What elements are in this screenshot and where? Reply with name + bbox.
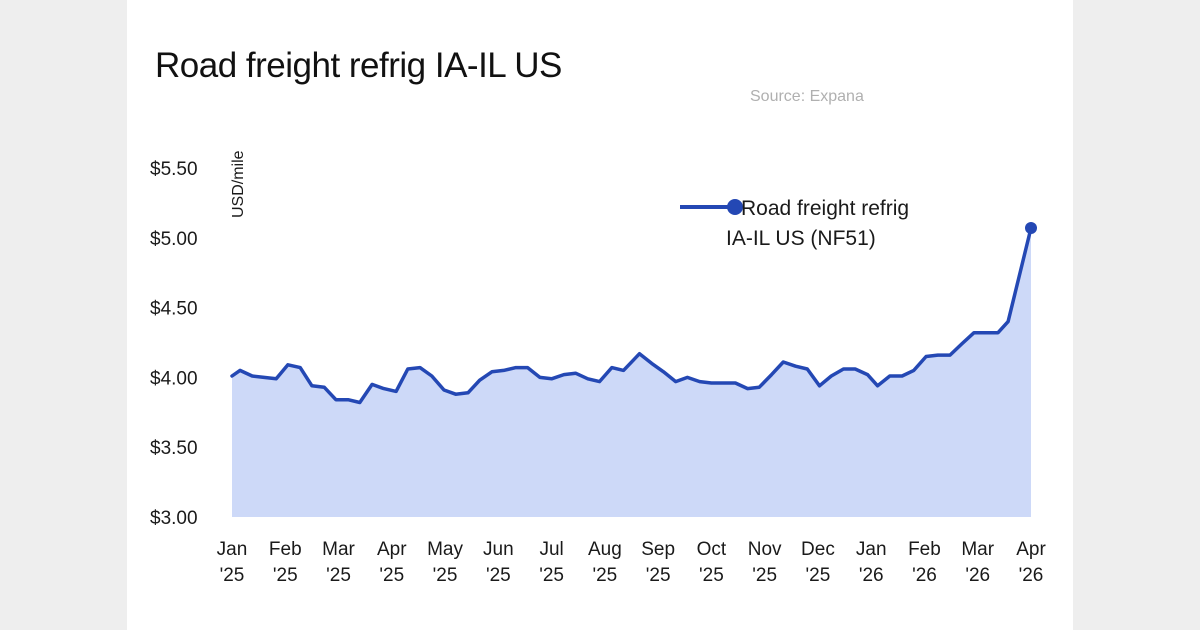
legend: Road freight refrig IA-IL US (NF51)	[680, 197, 909, 250]
y-tick-label: $4.00	[150, 368, 198, 389]
x-tick-year: '25	[273, 565, 298, 586]
x-tick-month: Jul	[539, 539, 563, 560]
x-tick-year: '26	[912, 565, 937, 586]
x-tick-month: Jun	[483, 539, 514, 560]
y-axis-label: USD/mile	[230, 150, 247, 218]
x-tick-year: '25	[646, 565, 671, 586]
legend-label-line2: IA-IL US (NF51)	[726, 227, 876, 250]
x-tick-month: Mar	[961, 539, 994, 560]
x-tick-year: '25	[326, 565, 351, 586]
x-tick-month: Apr	[1016, 539, 1046, 560]
x-tick-month: Aug	[588, 539, 622, 560]
x-tick-month: Jan	[217, 539, 248, 560]
chart-title: Road freight refrig IA-IL US	[155, 46, 562, 85]
x-tick-year: '25	[379, 565, 404, 586]
x-tick-year: '25	[699, 565, 724, 586]
legend-marker	[727, 199, 743, 215]
x-tick-month: Mar	[322, 539, 355, 560]
x-tick-month: May	[427, 539, 463, 560]
last-point-marker	[1025, 222, 1037, 235]
plot-area	[230, 222, 1037, 517]
y-tick-label: $5.00	[150, 229, 198, 250]
x-tick-month: Feb	[908, 539, 941, 560]
x-tick-month: Oct	[697, 539, 727, 560]
source-label: Source: Expana	[750, 88, 864, 105]
x-tick-month: Sep	[641, 539, 675, 560]
x-tick-month: Dec	[801, 539, 835, 560]
y-tick-label: $5.50	[150, 159, 198, 180]
x-tick-year: '25	[592, 565, 617, 586]
x-tick-year: '25	[752, 565, 777, 586]
x-tick-year: '25	[539, 565, 564, 586]
y-tick-label: $3.50	[150, 438, 198, 459]
x-tick-year: '25	[486, 565, 511, 586]
y-tick-label: $4.50	[150, 299, 198, 320]
x-tick-month: Jan	[856, 539, 887, 560]
area-fill	[232, 228, 1031, 517]
y-axis-ticks: $3.00 $3.50 $4.00 $4.50 $5.00 $5.50	[150, 159, 198, 529]
x-tick-month: Feb	[269, 539, 302, 560]
chart-svg: $3.00 $3.50 $4.00 $4.50 $5.00 $5.50 Jan '25 Feb…	[150, 150, 1047, 586]
x-tick-year: '25	[806, 565, 831, 586]
x-tick-year: '26	[965, 565, 990, 586]
x-tick-month: Apr	[377, 539, 407, 560]
x-tick-year: '26	[1019, 565, 1044, 586]
series-line	[230, 226, 1033, 405]
x-tick-year: '25	[433, 565, 458, 586]
x-tick-year: '26	[859, 565, 884, 586]
x-tick-year: '25	[220, 565, 245, 586]
x-axis-ticks: Jan '25 Feb '25 Mar '25 Apr '25 May '25 Jun '25 Jul '…	[217, 539, 1047, 586]
legend-label-line1: Road freight refrig	[741, 197, 909, 220]
y-tick-label: $3.00	[150, 508, 198, 529]
chart-card: Road freight refrig IA-IL US Source: Exp…	[127, 0, 1073, 630]
x-tick-month: Nov	[748, 539, 782, 560]
